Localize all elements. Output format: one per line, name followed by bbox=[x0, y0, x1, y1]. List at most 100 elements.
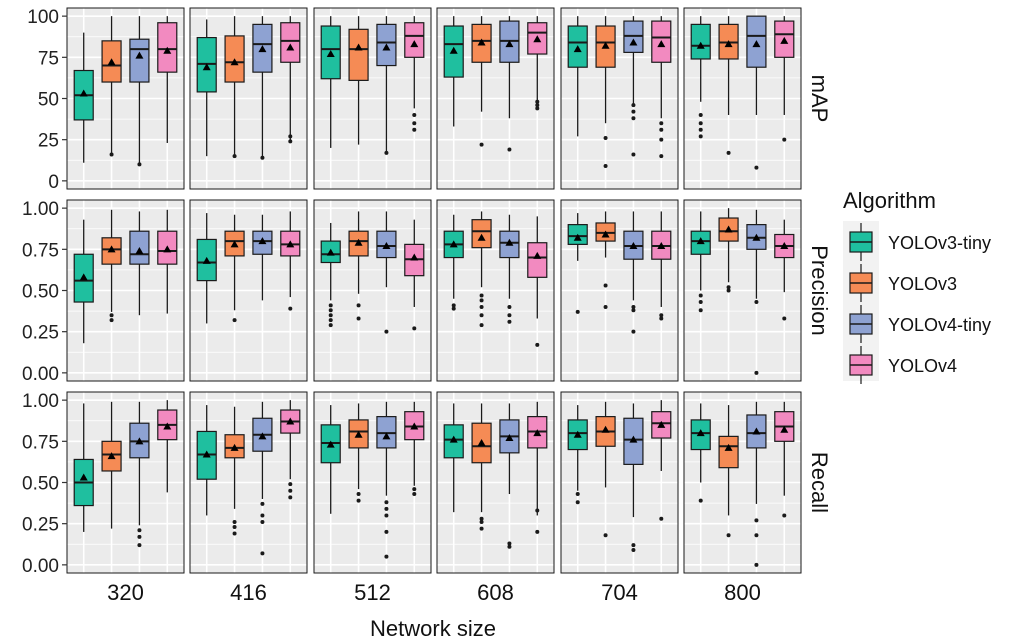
panel-map-704 bbox=[560, 7, 679, 190]
box-yolov4-tiny bbox=[376, 401, 397, 559]
box-yolov3 bbox=[101, 401, 122, 529]
network-size-label-800: 800 bbox=[724, 580, 761, 605]
box-yolov4 bbox=[157, 16, 178, 143]
outlier-point bbox=[479, 293, 484, 298]
box-yolov3-tiny bbox=[567, 16, 588, 137]
box-yolov3-tiny bbox=[73, 32, 94, 163]
outlier-point bbox=[754, 562, 759, 567]
box-yolov4-tiny bbox=[499, 16, 520, 152]
outlier-point bbox=[698, 127, 703, 132]
mean-marker bbox=[657, 420, 666, 428]
y-tick-label: 1.00 bbox=[22, 199, 59, 220]
strip-label-map: mAP bbox=[807, 75, 832, 123]
outlier-point bbox=[412, 487, 417, 492]
box-yolov4-tiny bbox=[252, 401, 273, 556]
mean-marker bbox=[696, 429, 705, 437]
outlier-point bbox=[479, 304, 484, 309]
mean-marker bbox=[163, 245, 172, 253]
outlier-point bbox=[726, 533, 731, 538]
box-yolov4-tiny bbox=[746, 401, 767, 567]
y-tick-label: 0.50 bbox=[22, 282, 59, 303]
outlier-point bbox=[356, 303, 361, 308]
box-yolov4 bbox=[280, 16, 301, 144]
mean-marker bbox=[107, 245, 116, 253]
mean-marker bbox=[629, 38, 638, 46]
legend-label: YOLOv3 bbox=[888, 274, 957, 294]
outlier-point bbox=[659, 516, 664, 521]
outlier-point bbox=[698, 134, 703, 139]
outlier-point bbox=[754, 518, 759, 523]
outlier-point bbox=[232, 524, 237, 529]
legend-label: YOLOv4-tiny bbox=[888, 315, 991, 335]
mean-marker bbox=[629, 435, 638, 443]
box-yolov3-tiny bbox=[320, 405, 341, 514]
box-yolov3 bbox=[348, 211, 369, 321]
box-yolov4-tiny bbox=[623, 403, 644, 553]
mean-marker bbox=[230, 58, 239, 66]
outlier-point bbox=[754, 165, 759, 170]
outlier-point bbox=[659, 121, 664, 126]
mean-marker bbox=[724, 40, 733, 48]
box-yolov3 bbox=[348, 403, 369, 503]
outlier-point bbox=[451, 306, 456, 311]
mean-marker bbox=[657, 40, 666, 48]
box-yolov4-tiny bbox=[746, 15, 767, 170]
outlier-point bbox=[288, 482, 293, 487]
box-yolov3 bbox=[101, 16, 122, 157]
outlier-point bbox=[384, 513, 389, 518]
outlier-point bbox=[356, 498, 361, 503]
outlier-point bbox=[507, 544, 512, 549]
outlier-point bbox=[631, 308, 636, 313]
mean-marker bbox=[163, 46, 172, 54]
box-body bbox=[527, 242, 548, 278]
mean-marker bbox=[696, 237, 705, 245]
outlier-point bbox=[507, 319, 512, 324]
outlier-point bbox=[137, 528, 142, 533]
outlier-point bbox=[109, 152, 114, 157]
box-yolov4 bbox=[774, 219, 795, 321]
outlier-point bbox=[260, 513, 265, 518]
panel-map-608 bbox=[436, 7, 555, 190]
legend-label: YOLOv4 bbox=[888, 356, 957, 376]
outlier-point bbox=[137, 534, 142, 539]
box-yolov4 bbox=[527, 216, 548, 347]
outlier-point bbox=[288, 139, 293, 144]
outlier-point bbox=[384, 529, 389, 534]
mean-marker bbox=[163, 422, 172, 430]
mean-marker bbox=[601, 425, 610, 433]
outlier-point bbox=[356, 316, 361, 321]
outlier-point bbox=[412, 127, 417, 132]
mean-marker bbox=[410, 253, 419, 261]
mean-marker bbox=[601, 41, 610, 49]
box-yolov3-tiny bbox=[320, 16, 341, 148]
mean-marker bbox=[202, 256, 211, 264]
panel-map-800 bbox=[683, 7, 802, 190]
box-body bbox=[690, 23, 711, 60]
outlier-point bbox=[631, 304, 636, 309]
box-yolov3 bbox=[224, 406, 245, 536]
legend-label: YOLOv3-tiny bbox=[888, 233, 991, 253]
outlier-point bbox=[698, 112, 703, 117]
outlier-point bbox=[507, 304, 512, 309]
mean-marker bbox=[601, 230, 610, 238]
outlier-point bbox=[535, 99, 540, 104]
x-axis-title: Network size bbox=[370, 616, 496, 641]
box-body bbox=[404, 22, 425, 58]
outlier-point bbox=[260, 155, 265, 160]
outlier-point bbox=[535, 106, 540, 111]
outlier-point bbox=[603, 283, 608, 288]
outlier-point bbox=[384, 506, 389, 511]
mean-marker bbox=[533, 35, 542, 43]
outlier-point bbox=[328, 318, 333, 323]
outlier-point bbox=[631, 329, 636, 334]
outlier-point bbox=[754, 370, 759, 375]
box-yolov3 bbox=[471, 403, 492, 531]
box-yolov3-tiny bbox=[196, 405, 217, 516]
outlier-point bbox=[603, 533, 608, 538]
outlier-point bbox=[232, 318, 237, 323]
y-tick-label: 0.00 bbox=[22, 556, 59, 577]
box-yolov4 bbox=[280, 400, 301, 500]
panel-grid bbox=[66, 7, 802, 574]
y-tick-label: 0.00 bbox=[22, 364, 59, 385]
mean-marker bbox=[780, 242, 789, 250]
